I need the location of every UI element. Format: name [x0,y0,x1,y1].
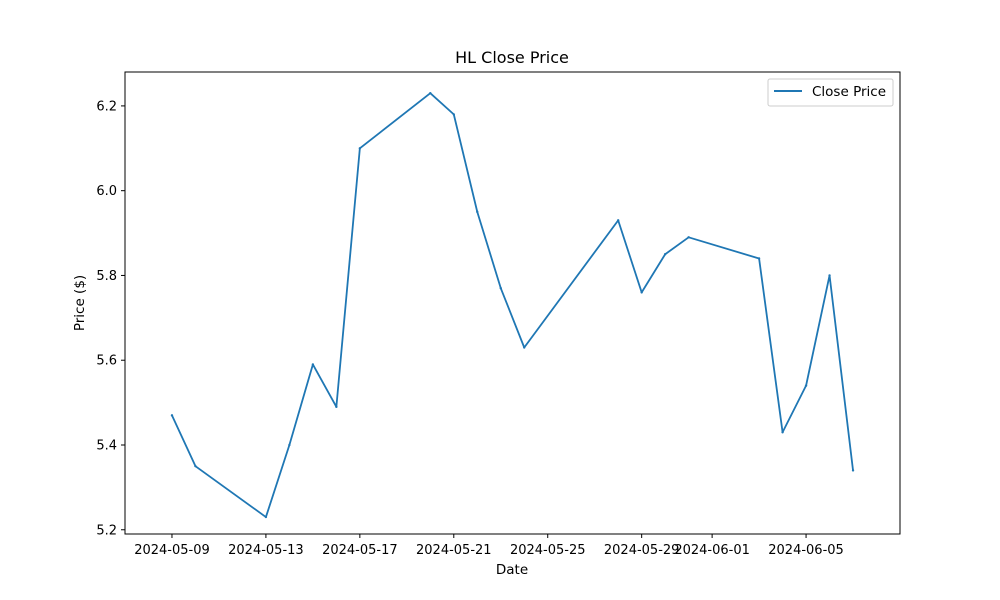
plot-frame [124,71,901,535]
x-axis-label: Date [496,562,528,578]
data-point-7 [429,91,432,95]
y-axis-label: Price ($) [72,275,88,331]
x-tick-label-4: 2024-05-25 [510,543,586,558]
x-tick-label-2: 2024-05-17 [322,543,398,558]
x-tick-label-7: 2024-06-05 [768,543,844,558]
data-point-12 [616,219,620,222]
data-point-13 [640,291,643,294]
y-tick-label-0: 5.2 [96,523,117,538]
x-tick-label-1: 2024-05-13 [228,543,304,558]
y-tick-label-4: 6.0 [96,184,117,199]
data-point-15 [687,236,690,239]
data-point-6 [358,147,362,150]
data-point-20 [851,469,855,472]
data-point-2 [264,515,268,519]
x-tick-label-3: 2024-05-21 [416,543,492,558]
data-point-10 [499,286,502,290]
y-tick-label-1: 5.4 [96,438,117,453]
legend-box [767,78,894,107]
data-point-9 [476,210,479,214]
plot-area [124,71,901,535]
x-axis: 2024-05-09 2024-05-13 2024-05-17 2024-05-21… [134,534,844,558]
y-tick-label-3: 5.8 [96,269,117,284]
chart-title: HL Close Price [455,48,569,67]
data-point-14 [663,253,667,256]
data-point-17 [781,431,784,434]
data-point-11 [523,346,526,349]
data-point-19 [828,274,831,277]
x-tick-label-0: 2024-05-09 [134,543,210,558]
legend-label-close-price: Close Price [812,84,886,100]
series-layer [170,91,855,519]
y-axis: 5.2 5.4 5.6 5.8 6.0 6.2 [96,99,125,538]
data-point-0 [170,414,174,417]
legend: Close Price [767,78,894,107]
data-point-5 [335,405,338,409]
data-point-4 [311,363,315,366]
y-tick-label-2: 5.6 [96,354,117,369]
data-point-18 [804,384,808,387]
data-point-3 [288,443,291,447]
x-tick-label-5: 2024-05-29 [604,543,680,558]
data-point-1 [194,464,197,468]
y-tick-label-5: 6.2 [96,99,117,114]
x-tick-label-6: 2024-06-01 [674,543,750,558]
data-point-16 [757,257,761,260]
data-point-8 [452,113,455,116]
